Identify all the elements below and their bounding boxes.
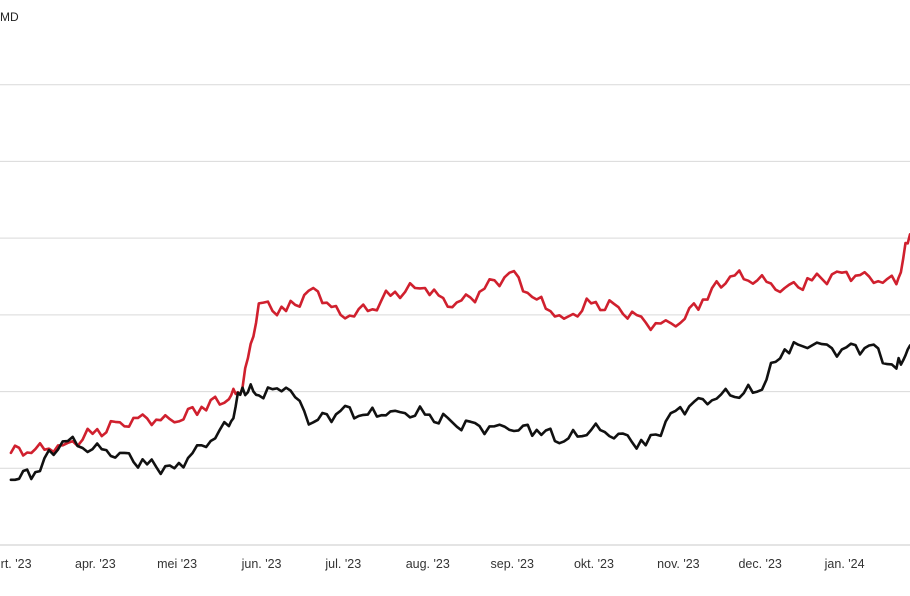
x-tick-label: sep. '23	[491, 557, 534, 571]
x-tick-label: dec. '23	[738, 557, 781, 571]
x-tick-label: jan. '24	[824, 557, 865, 571]
x-tick-label: jul. '23	[324, 557, 361, 571]
x-tick-label: mrt. '23	[0, 557, 32, 571]
x-tick-label: nov. '23	[657, 557, 700, 571]
series-line-red	[9, 233, 910, 457]
x-tick-label: okt. '23	[574, 557, 614, 571]
gridlines	[0, 84, 910, 546]
x-tick-label: jun. '23	[241, 557, 282, 571]
x-tick-label: mei '23	[157, 557, 197, 571]
series-layer	[9, 233, 910, 482]
x-tick-label: aug. '23	[406, 557, 450, 571]
x-axis-ticks: mrt. '23 apr. '23 mei '23 jun. '23 jul. '23 a…	[0, 557, 865, 571]
y-axis-unit-label: MD	[0, 10, 19, 24]
x-tick-label: apr. '23	[75, 557, 116, 571]
series-line-black	[9, 340, 910, 482]
